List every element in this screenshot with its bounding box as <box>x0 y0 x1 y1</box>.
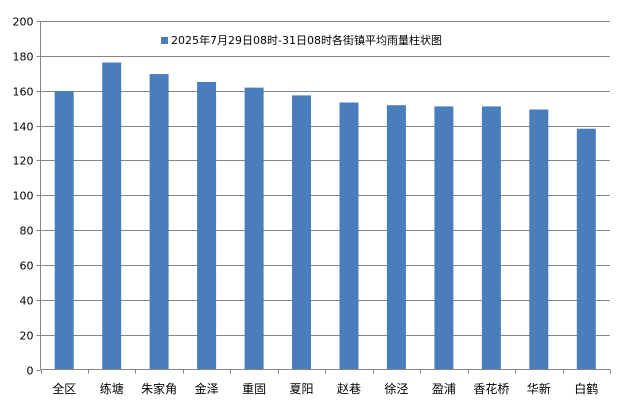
legend-label: 2025年7月29日08时-31日08时各街镇平均雨量柱状图 <box>171 33 442 47</box>
axes <box>40 21 610 370</box>
y-tick-label: 0 <box>27 365 34 378</box>
bar <box>102 62 122 370</box>
gridlines <box>36 21 611 374</box>
bar <box>529 109 549 370</box>
y-tick-label: 120 <box>13 155 34 168</box>
x-tick-label: 华新 <box>527 381 551 396</box>
y-tick-label: 40 <box>20 295 34 308</box>
bar <box>481 106 501 370</box>
y-tick-label: 180 <box>13 51 34 64</box>
y-tick-label: 200 <box>13 16 34 29</box>
bar <box>339 102 359 370</box>
bar <box>576 128 596 370</box>
y-tick-label: 160 <box>13 86 34 99</box>
x-tick-label: 练塘 <box>100 381 124 396</box>
bar <box>292 95 311 370</box>
y-tick-label: 80 <box>20 225 34 238</box>
bar <box>54 91 74 370</box>
bar <box>386 105 406 370</box>
x-tick-label: 全区 <box>52 381 76 396</box>
legend-swatch <box>161 37 168 44</box>
x-tick-label: 金泽 <box>195 381 219 396</box>
bar <box>197 82 217 370</box>
x-tick-label: 朱家角 <box>141 381 177 396</box>
bars <box>54 62 596 370</box>
legend: 2025年7月29日08时-31日08时各街镇平均雨量柱状图 <box>161 33 442 47</box>
x-tick-label: 香花桥 <box>473 381 509 396</box>
x-tick-label: 盈浦 <box>432 382 456 396</box>
bar <box>149 74 169 370</box>
x-tick-label: 夏阳 <box>289 382 313 396</box>
bar <box>244 87 264 370</box>
x-tick-label: 赵巷 <box>337 382 361 396</box>
y-tick-labels: 0 20 40 60 80 100 120 140 160 180 200 <box>13 16 34 378</box>
x-tick-label: 白鹤 <box>574 381 598 396</box>
y-tick-label: 100 <box>13 190 34 203</box>
y-tick-label: 20 <box>20 330 34 343</box>
x-tick-label: 重固 <box>242 382 266 396</box>
x-tick-label: 徐泾 <box>384 381 408 396</box>
y-tick-label: 60 <box>20 260 34 273</box>
x-tick-labels: 全区 练塘 朱家角 金泽 重固 夏阳 赵巷 徐泾 盈浦 香花桥 华新 白鹤 <box>52 381 598 396</box>
y-tick-label: 140 <box>13 121 34 134</box>
bar <box>434 106 454 370</box>
